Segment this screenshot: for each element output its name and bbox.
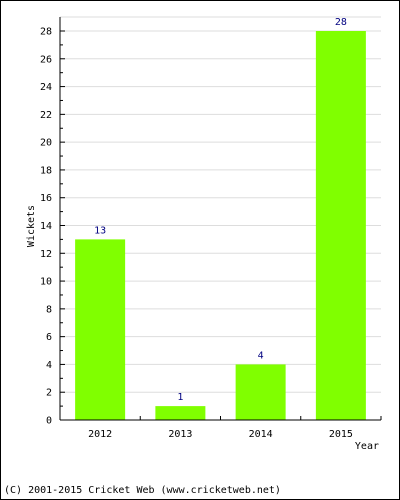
y-tick-label: 2 bbox=[46, 388, 52, 399]
y-tick-label: 6 bbox=[46, 332, 52, 343]
y-tick-label: 26 bbox=[40, 54, 52, 65]
x-tick-label-2013: 2013 bbox=[168, 429, 192, 440]
bar-2013 bbox=[155, 406, 206, 420]
x-axis-title: Year bbox=[355, 441, 379, 452]
y-tick-label: 0 bbox=[46, 416, 52, 427]
y-tick-label: 16 bbox=[40, 193, 52, 204]
x-tick-labels: 2012 2013 2014 2015 bbox=[88, 429, 353, 440]
y-tick-label: 20 bbox=[40, 138, 52, 149]
y-tick-label: 18 bbox=[40, 165, 52, 176]
y-axis-title: Wickets bbox=[26, 205, 37, 247]
bar-2014 bbox=[235, 364, 286, 420]
y-tick-label: 8 bbox=[46, 304, 52, 315]
y-tick-label: 24 bbox=[40, 82, 52, 93]
data-labels: 13 1 4 28 bbox=[94, 17, 347, 403]
x-tick-label-2012: 2012 bbox=[88, 429, 112, 440]
bars bbox=[75, 31, 366, 420]
bar-2012 bbox=[75, 239, 126, 420]
y-tick-label: 22 bbox=[40, 110, 52, 121]
x-tick-label-2014: 2014 bbox=[249, 429, 273, 440]
data-label-2012: 13 bbox=[94, 225, 106, 236]
data-label-2015: 28 bbox=[335, 17, 347, 28]
y-tick-label: 14 bbox=[40, 221, 52, 232]
y-tick-label: 28 bbox=[40, 27, 52, 38]
data-label-2014: 4 bbox=[258, 350, 264, 361]
axes bbox=[59, 17, 382, 421]
copyright-text: (C) 2001-2015 Cricket Web (www.cricketwe… bbox=[4, 485, 281, 496]
bar-2015 bbox=[315, 31, 366, 420]
x-tick-label-2015: 2015 bbox=[329, 429, 353, 440]
y-tick-label: 12 bbox=[40, 249, 52, 260]
y-tick-label: 10 bbox=[40, 277, 52, 288]
y-tick-label: 4 bbox=[46, 360, 52, 371]
data-label-2013: 1 bbox=[177, 392, 183, 403]
